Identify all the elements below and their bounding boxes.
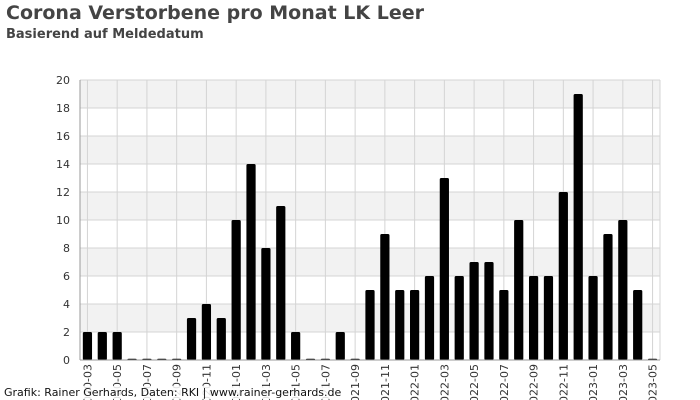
x-tick-label: 2021-11	[379, 364, 392, 400]
y-tick-label: 8	[63, 242, 70, 255]
bar-2021-01	[231, 220, 241, 360]
bar-2021-02	[246, 164, 256, 360]
chart-title: Corona Verstorbene pro Monat LK Leer	[6, 2, 424, 24]
bar-2023-02	[603, 234, 613, 360]
bar-2020-04	[97, 332, 107, 360]
grid-band	[80, 164, 660, 192]
x-tick-label: 2023-01	[587, 364, 600, 400]
y-tick-label: 12	[56, 186, 70, 199]
bar-2020-10	[186, 318, 197, 360]
y-tick-label: 16	[56, 130, 70, 143]
bar-2021-10	[365, 290, 375, 360]
y-tick-label: 4	[63, 298, 70, 311]
bar-2023-04	[633, 290, 643, 360]
bar-2022-06	[484, 262, 494, 360]
grid-band	[80, 108, 660, 136]
bar-2021-08	[335, 332, 345, 360]
y-tick-label: 0	[63, 354, 70, 367]
bar-series	[82, 94, 658, 360]
x-tick-label: 2023-05	[647, 364, 660, 400]
x-tick-label: 2022-01	[409, 364, 422, 400]
bar-2022-04	[454, 276, 464, 360]
bar-2021-03	[261, 248, 271, 360]
bar-2020-12	[216, 318, 226, 360]
grid-band	[80, 136, 660, 164]
bar-2022-01	[410, 290, 420, 360]
bar-2022-10	[543, 276, 554, 360]
bar-2022-09	[528, 276, 539, 360]
bar-2022-02	[424, 276, 435, 360]
grid-band	[80, 220, 660, 248]
grid-band	[80, 248, 660, 276]
x-tick-label: 2022-03	[438, 364, 451, 400]
chart-subtitle: Basierend auf Meldedatum	[6, 27, 204, 42]
bar-2022-03	[439, 178, 449, 360]
y-tick-label: 6	[63, 270, 70, 283]
y-tick-label: 20	[56, 74, 70, 87]
y-tick-label: 14	[56, 158, 70, 171]
x-tick-label: 2022-07	[498, 364, 511, 400]
bar-2021-04	[276, 206, 286, 360]
bar-2021-11	[380, 234, 390, 360]
grid-band	[80, 192, 660, 220]
bar-2022-11	[558, 192, 568, 360]
y-tick-label: 10	[56, 214, 70, 227]
bar-2021-12	[395, 290, 405, 360]
bar-2021-05	[291, 332, 301, 360]
x-tick-label: 2022-05	[468, 364, 481, 400]
source-credit: Grafik: Rainer Gerhards, Daten: RKI | ww…	[4, 386, 344, 399]
bar-2020-11	[201, 304, 212, 360]
bar-2022-07	[499, 290, 509, 360]
y-axis: 0 2 4 6 8 10 12 14 16 18 20	[56, 74, 81, 367]
bar-2023-03	[618, 220, 628, 360]
x-tick-label: 2022-09	[528, 364, 541, 400]
bar-2020-05	[112, 332, 122, 360]
y-tick-label: 2	[63, 326, 70, 339]
bar-2020-03	[82, 332, 93, 360]
bar-2023-01	[588, 276, 598, 360]
bar-2022-05	[469, 262, 479, 360]
y-tick-label: 18	[56, 102, 70, 115]
grid-band	[80, 80, 660, 108]
x-tick-label: 2022-11	[557, 364, 570, 400]
bar-2022-12	[573, 94, 583, 360]
x-tick-label: 2021-09	[349, 364, 362, 400]
bar-2022-08	[514, 220, 524, 360]
x-tick-label: 2023-03	[617, 364, 630, 400]
